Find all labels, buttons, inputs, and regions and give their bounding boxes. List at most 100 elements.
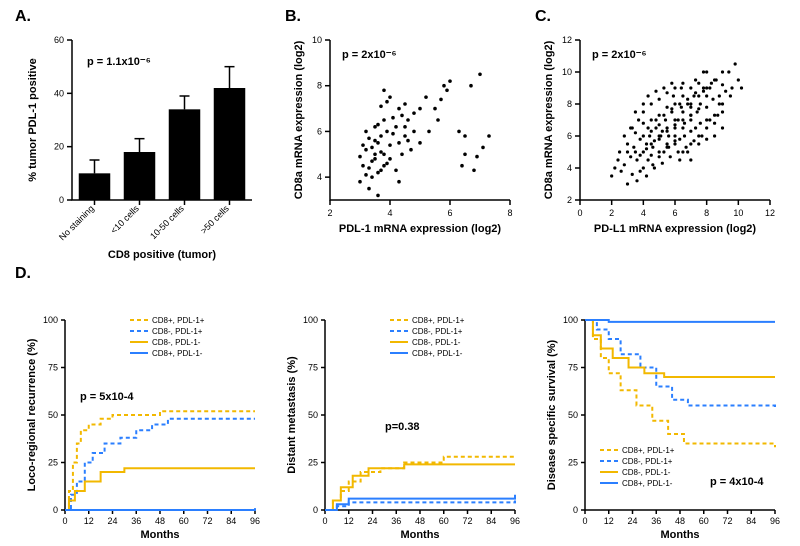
svg-text:48: 48 (155, 516, 165, 526)
svg-text:>50 cells: >50 cells (199, 203, 232, 236)
svg-text:CD8+, PDL-1-: CD8+, PDL-1- (152, 349, 203, 358)
svg-text:CD8+, PDL-1+: CD8+, PDL-1+ (412, 316, 465, 325)
svg-text:84: 84 (486, 516, 496, 526)
svg-text:0: 0 (53, 505, 58, 515)
svg-text:p = 2x10⁻⁶: p = 2x10⁻⁶ (592, 49, 647, 61)
svg-text:72: 72 (202, 516, 212, 526)
svg-text:6: 6 (317, 126, 322, 136)
svg-text:6: 6 (672, 208, 677, 218)
svg-text:12: 12 (344, 516, 354, 526)
svg-text:96: 96 (250, 516, 260, 526)
svg-text:CD8-, PDL-1-: CD8-, PDL-1- (152, 338, 201, 347)
svg-text:40: 40 (54, 88, 64, 98)
svg-text:CD8+, PDL-1+: CD8+, PDL-1+ (622, 446, 675, 455)
svg-text:96: 96 (510, 516, 520, 526)
svg-text:72: 72 (722, 516, 732, 526)
svg-text:24: 24 (107, 516, 117, 526)
svg-text:Months: Months (400, 529, 439, 541)
svg-text:60: 60 (699, 516, 709, 526)
svg-text:12: 12 (562, 35, 572, 45)
svg-text:25: 25 (308, 458, 318, 468)
svg-text:10: 10 (562, 67, 572, 77)
svg-text:12: 12 (84, 516, 94, 526)
svg-text:12: 12 (604, 516, 614, 526)
svg-text:8: 8 (704, 208, 709, 218)
svg-text:4: 4 (317, 172, 322, 182)
svg-text:0: 0 (577, 208, 582, 218)
svg-text:p = 2x10⁻⁶: p = 2x10⁻⁶ (342, 49, 397, 61)
svg-text:36: 36 (651, 516, 661, 526)
svg-text:20: 20 (54, 142, 64, 152)
svg-text:p=0.38: p=0.38 (385, 421, 420, 433)
svg-text:CD8-, PDL-1+: CD8-, PDL-1+ (622, 457, 673, 466)
svg-text:CD8+, PDL-1-: CD8+, PDL-1- (622, 479, 673, 488)
svg-text:25: 25 (48, 458, 58, 468)
svg-text:0: 0 (582, 516, 587, 526)
svg-text:CD8a mRNA expression (log2): CD8a mRNA expression (log2) (293, 40, 305, 199)
svg-text:24: 24 (367, 516, 377, 526)
svg-text:Months: Months (660, 529, 699, 541)
svg-text:p = 5x10-4: p = 5x10-4 (80, 391, 134, 403)
svg-text:2: 2 (327, 208, 332, 218)
svg-text:8: 8 (567, 99, 572, 109)
svg-text:10-50 cells: 10-50 cells (148, 203, 186, 241)
svg-text:75: 75 (308, 363, 318, 373)
svg-text:PD-L1 mRNA expression (log2): PD-L1 mRNA expression (log2) (594, 223, 757, 235)
svg-text:36: 36 (391, 516, 401, 526)
svg-text:0: 0 (573, 505, 578, 515)
svg-text:2: 2 (567, 195, 572, 205)
svg-text:75: 75 (568, 363, 578, 373)
svg-text:8: 8 (507, 208, 512, 218)
svg-text:CD8-, PDL-1-: CD8-, PDL-1- (622, 468, 671, 477)
svg-text:Loco-regional recurrence (%): Loco-regional recurrence (%) (26, 338, 38, 491)
svg-text:10: 10 (312, 35, 322, 45)
svg-text:4: 4 (387, 208, 392, 218)
svg-text:CD8a mRNA expression (log2): CD8a mRNA expression (log2) (543, 40, 555, 199)
svg-text:Months: Months (140, 529, 179, 541)
svg-text:6: 6 (567, 131, 572, 141)
svg-text:72: 72 (462, 516, 472, 526)
svg-text:2: 2 (609, 208, 614, 218)
svg-text:100: 100 (303, 315, 318, 325)
svg-text:60: 60 (54, 35, 64, 45)
svg-text:48: 48 (675, 516, 685, 526)
svg-text:60: 60 (439, 516, 449, 526)
svg-text:0: 0 (322, 516, 327, 526)
svg-text:CD8+, PDL-1-: CD8+, PDL-1- (412, 349, 463, 358)
svg-text:p = 4x10-4: p = 4x10-4 (710, 476, 764, 488)
svg-text:CD8-, PDL-1-: CD8-, PDL-1- (412, 338, 461, 347)
svg-text:Distant metastasis (%): Distant metastasis (%) (286, 356, 298, 474)
svg-text:p = 1.1x10⁻⁶: p = 1.1x10⁻⁶ (87, 56, 151, 68)
svg-text:100: 100 (563, 315, 578, 325)
svg-text:CD8-, PDL-1+: CD8-, PDL-1+ (412, 327, 463, 336)
svg-text:100: 100 (43, 315, 58, 325)
svg-text:36: 36 (131, 516, 141, 526)
svg-text:50: 50 (568, 410, 578, 420)
svg-text:% tumor PDL-1 positive: % tumor PDL-1 positive (27, 58, 39, 181)
svg-text:25: 25 (568, 458, 578, 468)
svg-text:96: 96 (770, 516, 780, 526)
svg-text:<10 cells: <10 cells (109, 203, 142, 236)
figure-canvas: 0204060No staining<10 cells10-50 cells>5… (0, 0, 800, 546)
svg-text:75: 75 (48, 363, 58, 373)
svg-text:CD8-, PDL-1+: CD8-, PDL-1+ (152, 327, 203, 336)
svg-text:4: 4 (567, 163, 572, 173)
svg-text:0: 0 (313, 505, 318, 515)
svg-text:50: 50 (308, 410, 318, 420)
svg-text:8: 8 (317, 81, 322, 91)
svg-text:24: 24 (627, 516, 637, 526)
svg-text:No staining: No staining (57, 203, 96, 242)
svg-text:Disease specific survival (%): Disease specific survival (%) (546, 339, 558, 490)
svg-text:4: 4 (641, 208, 646, 218)
svg-text:CD8 positive (tumor): CD8 positive (tumor) (108, 249, 217, 261)
svg-text:50: 50 (48, 410, 58, 420)
svg-text:84: 84 (746, 516, 756, 526)
svg-text:0: 0 (59, 195, 64, 205)
svg-text:PDL-1 mRNA expression (log2): PDL-1 mRNA expression (log2) (339, 223, 502, 235)
svg-text:84: 84 (226, 516, 236, 526)
svg-text:12: 12 (765, 208, 775, 218)
svg-text:10: 10 (733, 208, 743, 218)
svg-text:48: 48 (415, 516, 425, 526)
svg-text:0: 0 (62, 516, 67, 526)
svg-text:60: 60 (179, 516, 189, 526)
